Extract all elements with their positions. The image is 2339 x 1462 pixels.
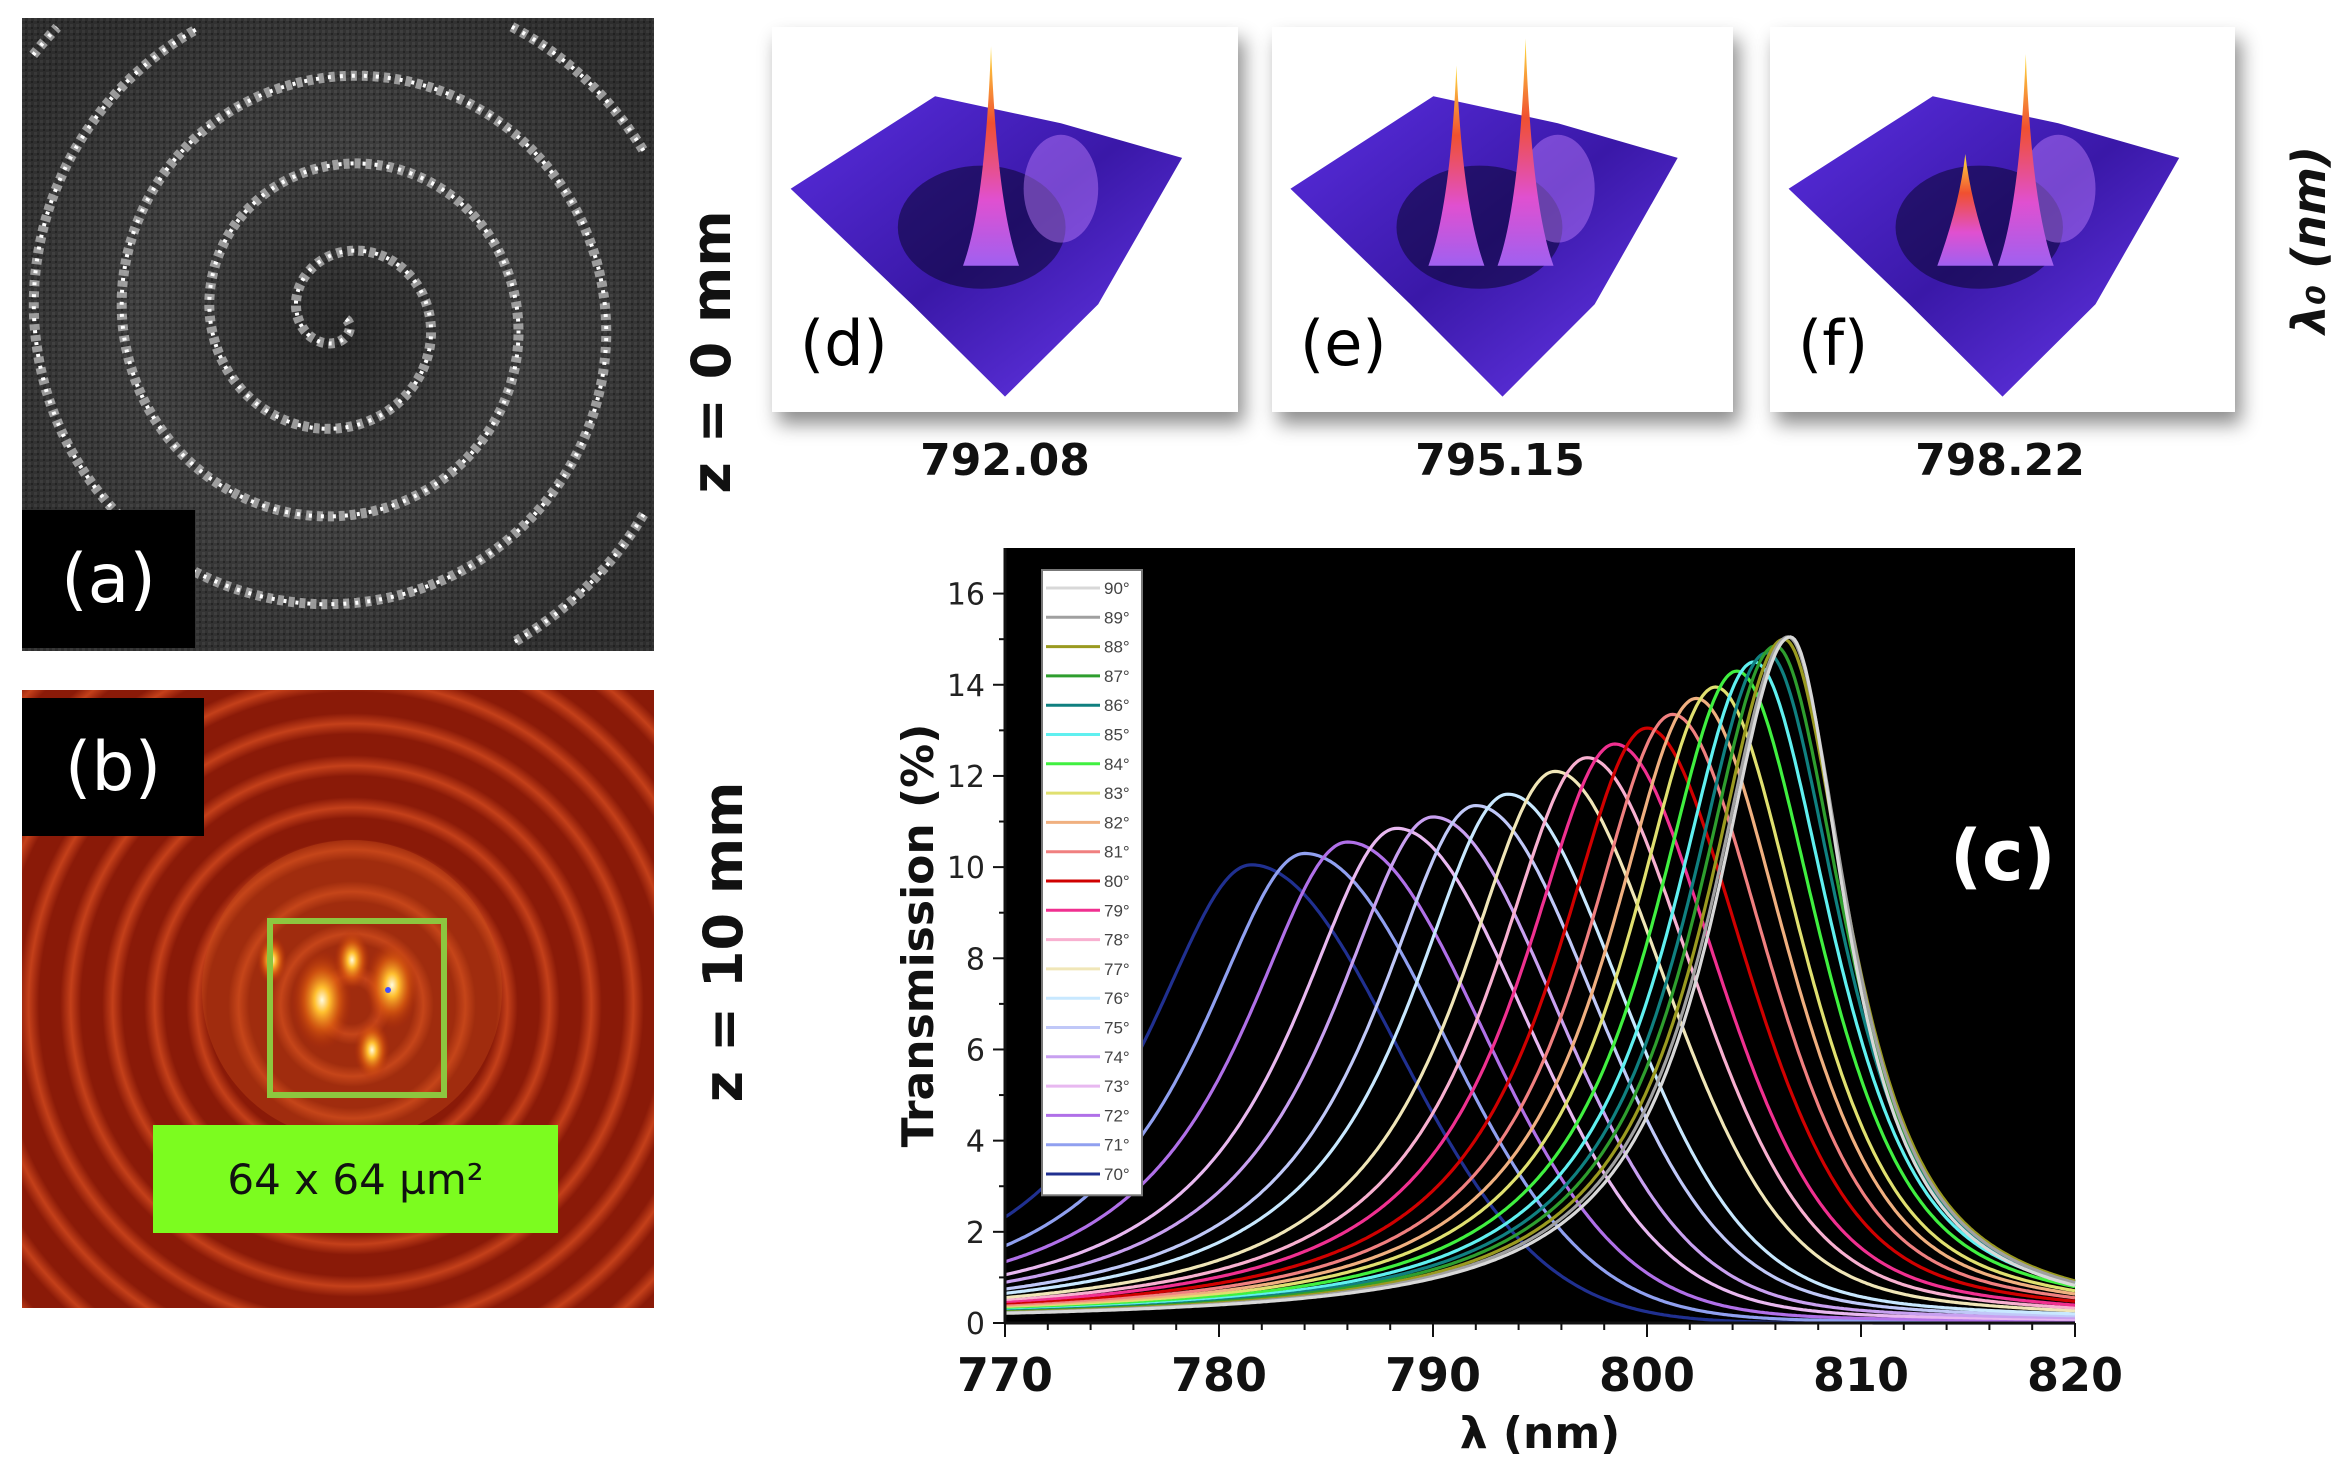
surface-peak [1937, 154, 1994, 266]
legend-label: 78° [1104, 931, 1130, 950]
legend-label: 72° [1104, 1106, 1130, 1125]
legend-label: 71° [1104, 1136, 1130, 1155]
wavelength-d: 792.08 [920, 435, 1090, 486]
panel-c-label: (c) [1950, 815, 2055, 897]
wavelength-e: 795.15 [1415, 435, 1585, 486]
panel-e-label: (e) [1300, 307, 1387, 380]
scale-label: 64 x 64 µm² [227, 1154, 484, 1204]
panel-b-label: (b) [22, 698, 204, 836]
legend-label: 90° [1104, 579, 1130, 598]
series-line-75deg [1004, 803, 2076, 1318]
legend-label: 89° [1104, 608, 1130, 627]
panel-a-spiral-image [22, 18, 654, 651]
series-line-77deg [1004, 769, 2076, 1313]
legend-label: 82° [1104, 813, 1130, 832]
surface-peak [1428, 65, 1485, 266]
x-tick-label: 800 [1599, 1348, 1695, 1402]
series-line-74deg [1004, 815, 2075, 1320]
x-tick-label: 780 [1171, 1348, 1267, 1402]
legend: 90° 89° 88° 87° 86° 85° 84° 83° 82° 81° 80° 79° 78° 7… [1041, 569, 1143, 1197]
series-line-71deg [1004, 851, 2075, 1324]
y-tick-label: 16 [947, 578, 985, 613]
y-tick-label: 6 [966, 1033, 985, 1068]
y-tick-label: 0 [966, 1307, 985, 1342]
y-tick-label: 4 [966, 1125, 985, 1160]
legend-label: 73° [1104, 1077, 1130, 1096]
y-tick-label: 10 [947, 851, 985, 886]
legend-label: 87° [1104, 667, 1130, 686]
series-line-80deg [1004, 726, 2076, 1307]
spiral-pattern [22, 18, 654, 651]
surface-plot-e [1290, 38, 1678, 397]
legend-label: 70° [1104, 1165, 1130, 1184]
surface-peak [1497, 38, 1554, 266]
y-tick-label: 2 [966, 1216, 985, 1251]
series-line-83deg [1004, 685, 2076, 1311]
surface-peak [963, 46, 1020, 266]
series-curves [1004, 635, 2076, 1325]
legend-label: 77° [1104, 960, 1130, 979]
wavelength-f: 798.22 [1915, 435, 2085, 486]
legend-label: 75° [1104, 1019, 1130, 1038]
panel-a-label: (a) [22, 510, 195, 648]
legend-label: 88° [1104, 638, 1130, 657]
y-tick-label: 8 [966, 942, 985, 977]
hot-spot [365, 940, 419, 1030]
legend-label: 80° [1104, 872, 1130, 891]
legend-label: 79° [1104, 901, 1130, 920]
panel-e-surface: (e) [1272, 27, 1733, 412]
series-line-73deg [1004, 826, 2075, 1321]
legend-label: 74° [1104, 1048, 1130, 1067]
series-line-76deg [1004, 792, 2075, 1316]
surface-ridge [1023, 134, 1099, 243]
legend-box [1041, 569, 1143, 1197]
surface-plot-d [790, 46, 1183, 397]
series-line-79deg [1004, 742, 2076, 1307]
hot-spot [354, 1020, 390, 1080]
series-line-78deg [1004, 756, 2076, 1310]
spiral-arm [28, 22, 649, 648]
legend-label: 76° [1104, 989, 1130, 1008]
x-tick-label: 820 [2027, 1348, 2123, 1402]
surface-peak [1997, 53, 2054, 266]
series-line-82deg [1004, 696, 2076, 1310]
panel-f-label: (f) [1798, 307, 1869, 380]
panel-d-label: (d) [800, 307, 888, 380]
scale-label-box: 64 x 64 µm² [153, 1125, 558, 1233]
legend-label: 81° [1104, 843, 1130, 862]
panel-f-surface: (f) [1770, 27, 2235, 412]
y-axis-title: Transmission (%) [893, 724, 944, 1148]
highlight-box [267, 918, 447, 1098]
center-marker [385, 987, 391, 993]
x-tick-label: 770 [957, 1348, 1053, 1402]
series-line-90deg [1004, 635, 2076, 1315]
x-tick-label: 810 [1813, 1348, 1909, 1402]
legend-label: 83° [1104, 784, 1130, 803]
y-tick-label: 14 [947, 669, 985, 704]
series-line-72deg [1004, 840, 2076, 1323]
y-tick-label: 12 [947, 760, 985, 795]
legend-label: 86° [1104, 696, 1130, 715]
legend-label: 85° [1104, 726, 1130, 745]
series-line-81deg [1004, 712, 2076, 1308]
series-line-84deg [1004, 669, 2076, 1312]
surface-plot-f [1788, 53, 2180, 397]
x-tick-label: 790 [1385, 1348, 1481, 1402]
panel-d-surface: (d) [772, 27, 1238, 412]
x-axis-title: λ (nm) [1460, 1408, 1621, 1459]
legend-label: 84° [1104, 755, 1130, 774]
hot-spot [334, 930, 370, 990]
